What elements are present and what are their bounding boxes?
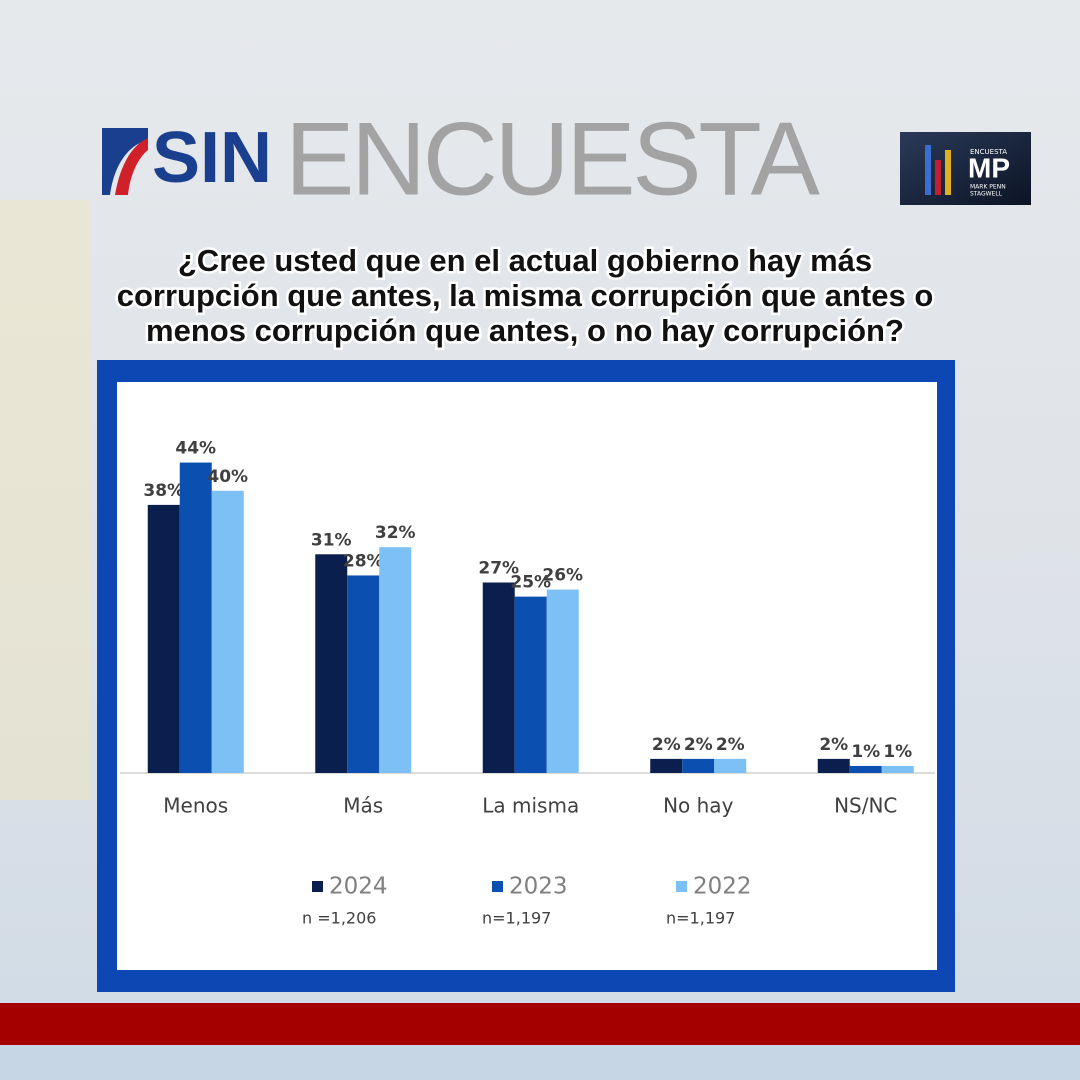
x-tick-label: Menos (163, 794, 228, 818)
data-label: 25% (510, 573, 551, 593)
bar (482, 582, 515, 773)
legend-sample: n =1,206 (302, 909, 376, 928)
mp-logo-top: ENCUESTA (970, 148, 1007, 156)
data-label: 32% (375, 523, 416, 543)
chart-title: menos corrupción que antes, o no hay cor… (146, 313, 904, 348)
bar (714, 758, 747, 773)
chart-title: ¿Cree usted que en el actual gobierno ha… (178, 243, 872, 278)
bar (881, 765, 914, 773)
data-label: 38% (143, 481, 184, 501)
bar (514, 596, 547, 773)
legend-sample: n=1,197 (482, 909, 551, 928)
data-label: 1% (851, 742, 880, 762)
mp-logo-bar (935, 160, 941, 195)
brand: SIN (152, 118, 272, 198)
legend-swatch (492, 881, 503, 892)
data-label: 2% (684, 735, 713, 755)
bar (315, 554, 348, 773)
data-label: 31% (311, 530, 352, 550)
bottom-band (0, 1045, 1080, 1080)
x-tick-label: NS/NC (834, 794, 897, 818)
data-label: 2% (652, 735, 681, 755)
mp-logo (900, 132, 1031, 205)
chart-title: corrupción que antes, la misma corrupció… (117, 278, 934, 313)
legend-sample: n=1,197 (666, 909, 735, 928)
header-word: ENCUESTA (285, 101, 821, 217)
bar (147, 504, 180, 773)
mp-logo-mark: MP (968, 152, 1010, 183)
bar (179, 462, 212, 773)
mp-logo-sub: STAGWELL (970, 191, 1003, 198)
legend-swatch (312, 881, 323, 892)
data-label: 40% (207, 467, 248, 487)
x-tick-label: Más (343, 794, 383, 818)
mp-logo-sub: MARK PENN (970, 184, 1006, 191)
bar (347, 575, 380, 773)
bar (650, 758, 683, 773)
legend-label: 2022 (693, 874, 752, 900)
legend-label: 2023 (509, 874, 568, 900)
data-label: 27% (478, 559, 519, 579)
logo-swoosh-red (115, 138, 148, 195)
bar (211, 490, 244, 773)
red-band (0, 1003, 1080, 1045)
data-label: 44% (175, 439, 216, 459)
bar (379, 547, 412, 773)
x-tick-label: La misma (482, 794, 579, 818)
mp-logo-bar (925, 145, 931, 195)
legend-swatch (676, 881, 687, 892)
logo-swoosh (102, 128, 148, 195)
data-label: 1% (883, 742, 912, 762)
background-blur (0, 200, 90, 800)
bar (817, 758, 850, 773)
bar (849, 765, 882, 773)
legend-label: 2024 (329, 874, 388, 900)
data-label: 28% (343, 551, 384, 571)
bar (546, 589, 579, 773)
x-tick-label: No hay (663, 794, 733, 818)
mp-logo-bar (945, 150, 951, 195)
data-label: 2% (819, 735, 848, 755)
bar (682, 758, 715, 773)
data-label: 26% (542, 566, 583, 586)
data-label: 2% (716, 735, 745, 755)
